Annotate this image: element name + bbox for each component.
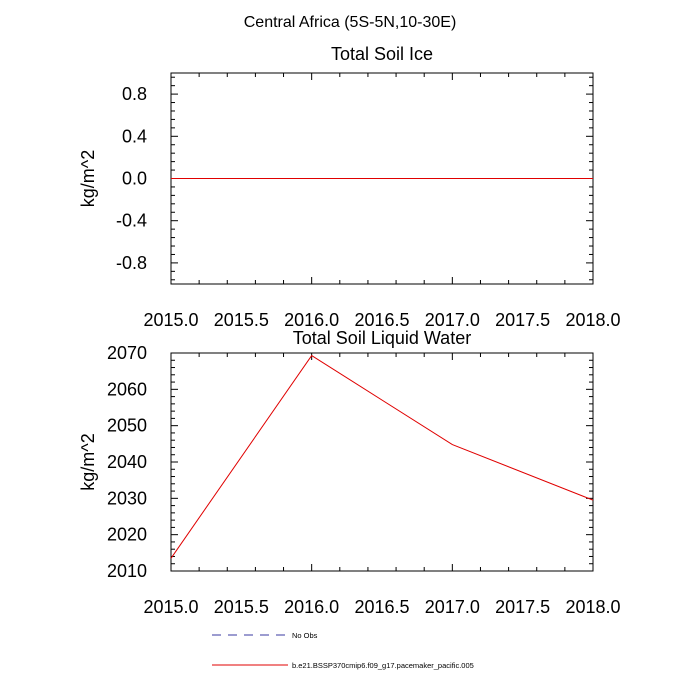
data-point xyxy=(311,178,312,179)
x-tick-label: 2015.0 xyxy=(143,597,198,617)
y-tick-label: 2030 xyxy=(107,488,147,508)
y-tick-label: 0.8 xyxy=(122,84,147,104)
data-point xyxy=(593,178,594,179)
x-tick-label: 2018.0 xyxy=(565,597,620,617)
x-tick-label: 2016.5 xyxy=(354,597,409,617)
figure-suptitle: Central Africa (5S-5N,10-30E) xyxy=(244,14,457,31)
chart-title: Total Soil Ice xyxy=(331,44,433,64)
y-tick-label: 0.0 xyxy=(122,169,147,189)
legend-label-model-run: b.e21.BSSP370cmip6.f09_g17.pacemaker_pac… xyxy=(292,661,474,670)
legend-item-no-obs: No Obs xyxy=(212,631,318,640)
chart-title: Total Soil Liquid Water xyxy=(293,328,471,348)
plot-frame xyxy=(170,352,594,572)
y-tick-label: 2060 xyxy=(107,379,147,399)
data-point xyxy=(593,500,594,501)
x-tick-label: 2017.0 xyxy=(425,310,480,330)
y-tick-label: 2050 xyxy=(107,416,147,436)
x-tick-label: 2015.5 xyxy=(214,310,269,330)
x-tick-label: 2017.0 xyxy=(425,597,480,617)
data-point xyxy=(171,178,172,179)
x-tick-label: 2016.0 xyxy=(284,597,339,617)
y-tick-label: 2070 xyxy=(107,343,147,363)
chart-panel-soil-ice: Total Soil Ice kg/m^2 2015.0 2015.5 2016.0 20… xyxy=(78,44,621,330)
data-point xyxy=(452,178,453,179)
y-axis-label: kg/m^2 xyxy=(78,150,98,207)
data-point xyxy=(452,444,453,445)
legend: No Obs b.e21.BSSP370cmip6.f09_g17.pacema… xyxy=(212,631,474,670)
series-line xyxy=(170,354,594,559)
data-point xyxy=(311,355,312,356)
y-tick-label: 0.4 xyxy=(122,126,147,146)
x-tick-label: 2017.5 xyxy=(495,597,550,617)
y-axis-label: kg/m^2 xyxy=(78,433,98,490)
legend-item-model-run: b.e21.BSSP370cmip6.f09_g17.pacemaker_pac… xyxy=(212,661,474,670)
y-tick-label: -0.4 xyxy=(116,211,147,231)
y-tick-label: 2040 xyxy=(107,452,147,472)
x-tick-label: 2018.0 xyxy=(565,310,620,330)
x-tick-label: 2015.0 xyxy=(143,310,198,330)
chart-panel-soil-liquid-water: Total Soil Liquid Water kg/m^2 2015.0 2015.… xyxy=(78,328,621,617)
x-tick-label: 2016.5 xyxy=(354,310,409,330)
x-tick-label: 2015.5 xyxy=(214,597,269,617)
x-tick-label: 2016.0 xyxy=(284,310,339,330)
y-tick-label: 2020 xyxy=(107,525,147,545)
x-tick-label: 2017.5 xyxy=(495,310,550,330)
y-tick-label: 2010 xyxy=(107,561,147,581)
y-tick-label: -0.8 xyxy=(116,253,147,273)
data-point xyxy=(171,558,172,559)
legend-label-no-obs: No Obs xyxy=(292,631,318,640)
